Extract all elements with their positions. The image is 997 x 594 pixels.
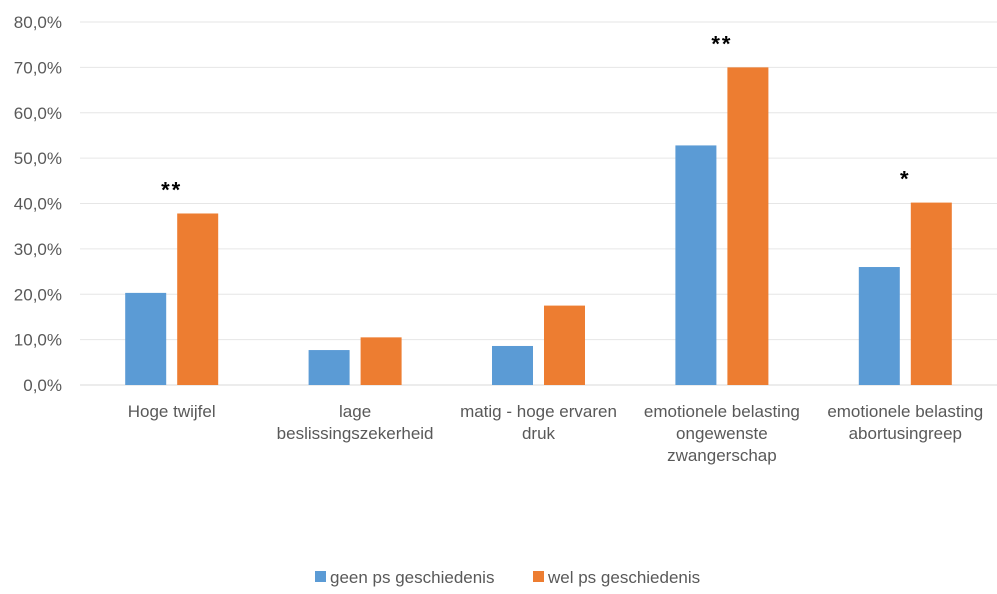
bar-wel-0 [177, 213, 219, 385]
bar-geen-2 [492, 345, 533, 385]
bar-wel-4 [910, 202, 952, 385]
category-label: matig - hoge ervaren druk [460, 402, 617, 443]
legend-label: wel ps geschiedenis [547, 568, 700, 587]
legend-label: geen ps geschiedenis [330, 568, 494, 587]
y-tick-label: 0,0% [23, 376, 62, 395]
y-tick-label: 20,0% [14, 285, 62, 304]
y-tick-label: 40,0% [14, 195, 62, 214]
y-tick-label: 70,0% [14, 58, 62, 77]
bar-wel-1 [360, 337, 402, 385]
bar-geen-3 [675, 145, 717, 385]
category-label: Hoge twijfel [128, 402, 216, 421]
gridlines [80, 21, 997, 386]
y-tick-label: 10,0% [14, 331, 62, 350]
legend-swatch [315, 571, 326, 582]
x-axis: Hoge twijfel lage beslissingszekerheid mati… [128, 402, 984, 465]
y-axis: 0,0% 10,0% 20,0% 30,0% 40,0% 50,0% 60,0% 70,0% 8… [14, 13, 62, 395]
significance-marker: ** [711, 31, 732, 56]
bar-wel-2 [544, 305, 585, 385]
bar-wel-3 [727, 67, 769, 385]
bars [125, 67, 952, 385]
category-label: lage beslissingszekerheid [277, 402, 434, 443]
y-tick-label: 30,0% [14, 240, 62, 259]
y-tick-label: 50,0% [14, 149, 62, 168]
category-label: emotionele belasting abortusingreep [827, 402, 983, 443]
legend: geen ps geschiedenis wel ps geschiedenis [315, 568, 700, 587]
bar-geen-0 [125, 292, 167, 385]
significance-markers: ***** [161, 31, 911, 202]
significance-marker: * [900, 167, 911, 192]
bar-geen-4 [858, 267, 900, 385]
bar-geen-1 [308, 350, 350, 385]
y-tick-label: 60,0% [14, 104, 62, 123]
y-tick-label: 80,0% [14, 13, 62, 32]
category-label: emotionele belasting ongewenste zwangersch… [644, 402, 800, 465]
significance-marker: ** [161, 177, 182, 202]
legend-swatch [533, 571, 544, 582]
